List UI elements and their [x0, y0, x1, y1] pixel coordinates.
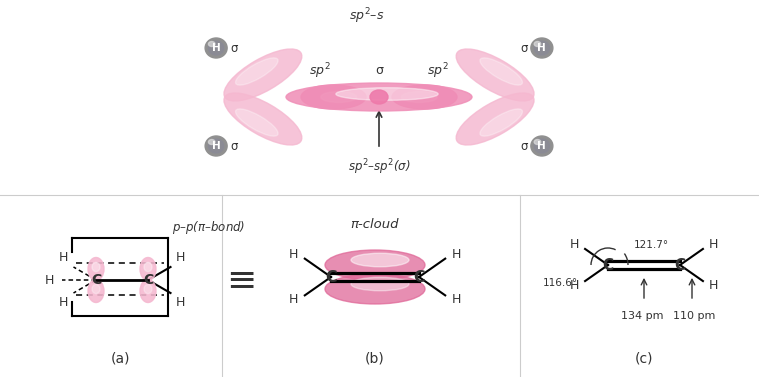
- Text: σ: σ: [521, 43, 528, 55]
- Text: H: H: [452, 248, 461, 262]
- Text: H: H: [570, 238, 579, 251]
- Ellipse shape: [325, 250, 425, 280]
- Ellipse shape: [351, 253, 409, 267]
- Text: H: H: [537, 141, 546, 151]
- Text: σ: σ: [230, 141, 238, 153]
- Ellipse shape: [209, 41, 224, 55]
- Text: H: H: [452, 293, 461, 305]
- Text: H: H: [709, 279, 718, 291]
- Ellipse shape: [534, 139, 540, 144]
- Ellipse shape: [480, 58, 522, 85]
- Text: H: H: [45, 273, 54, 287]
- Text: σ: σ: [521, 141, 528, 153]
- Ellipse shape: [351, 277, 409, 291]
- Text: σ: σ: [230, 43, 238, 55]
- Ellipse shape: [224, 49, 302, 101]
- Ellipse shape: [209, 139, 215, 144]
- Text: H: H: [212, 141, 221, 151]
- Text: $sp^2$: $sp^2$: [427, 61, 449, 81]
- Text: H: H: [709, 238, 718, 251]
- Text: 110 pm: 110 pm: [672, 311, 715, 321]
- Text: 116.6°: 116.6°: [543, 278, 578, 288]
- Ellipse shape: [534, 41, 540, 46]
- Text: (c): (c): [635, 351, 653, 365]
- Ellipse shape: [140, 257, 156, 280]
- Text: H: H: [176, 251, 185, 264]
- Text: H: H: [570, 279, 579, 291]
- Text: H: H: [289, 293, 298, 305]
- Ellipse shape: [370, 90, 388, 104]
- Ellipse shape: [92, 284, 100, 294]
- Ellipse shape: [392, 85, 457, 109]
- Text: H: H: [289, 248, 298, 262]
- Ellipse shape: [144, 284, 152, 294]
- Text: σ: σ: [375, 64, 383, 78]
- Text: π-cloud: π-cloud: [351, 219, 399, 231]
- Text: 121.7°: 121.7°: [634, 240, 669, 250]
- Text: H: H: [59, 296, 68, 309]
- Ellipse shape: [205, 136, 227, 156]
- Text: H: H: [176, 296, 185, 309]
- Text: $sp^2$–s: $sp^2$–s: [349, 6, 385, 26]
- Ellipse shape: [531, 136, 553, 156]
- Ellipse shape: [534, 41, 550, 55]
- Ellipse shape: [480, 109, 522, 136]
- Ellipse shape: [140, 279, 156, 302]
- Ellipse shape: [456, 49, 534, 101]
- Text: $sp^2$–$sp^2$(σ): $sp^2$–$sp^2$(σ): [348, 157, 411, 176]
- Ellipse shape: [335, 88, 438, 100]
- Ellipse shape: [321, 92, 357, 103]
- Ellipse shape: [325, 274, 425, 304]
- Text: H: H: [59, 251, 68, 264]
- Text: C: C: [91, 273, 101, 287]
- Ellipse shape: [235, 58, 278, 85]
- Text: H: H: [212, 43, 221, 53]
- Text: C: C: [143, 273, 153, 287]
- Text: $sp^2$: $sp^2$: [309, 61, 331, 81]
- Ellipse shape: [209, 139, 224, 153]
- Ellipse shape: [224, 93, 302, 145]
- Ellipse shape: [534, 139, 550, 153]
- Text: C: C: [325, 270, 337, 285]
- Text: 134 pm: 134 pm: [621, 311, 663, 321]
- Ellipse shape: [92, 262, 100, 271]
- Text: C: C: [603, 257, 613, 273]
- Text: $p$–$p$(π–bond): $p$–$p$(π–bond): [172, 219, 245, 236]
- Ellipse shape: [88, 279, 104, 302]
- Ellipse shape: [205, 38, 227, 58]
- Ellipse shape: [301, 85, 366, 109]
- Text: (a): (a): [110, 351, 130, 365]
- Ellipse shape: [235, 109, 278, 136]
- Ellipse shape: [286, 83, 472, 111]
- Ellipse shape: [531, 38, 553, 58]
- Ellipse shape: [456, 93, 534, 145]
- Ellipse shape: [209, 41, 215, 46]
- Text: C: C: [413, 270, 425, 285]
- Text: H: H: [537, 43, 546, 53]
- Ellipse shape: [144, 262, 152, 271]
- Ellipse shape: [88, 257, 104, 280]
- Text: ≡: ≡: [226, 263, 256, 297]
- Ellipse shape: [402, 92, 437, 103]
- Text: C: C: [675, 257, 685, 273]
- Text: (b): (b): [365, 351, 385, 365]
